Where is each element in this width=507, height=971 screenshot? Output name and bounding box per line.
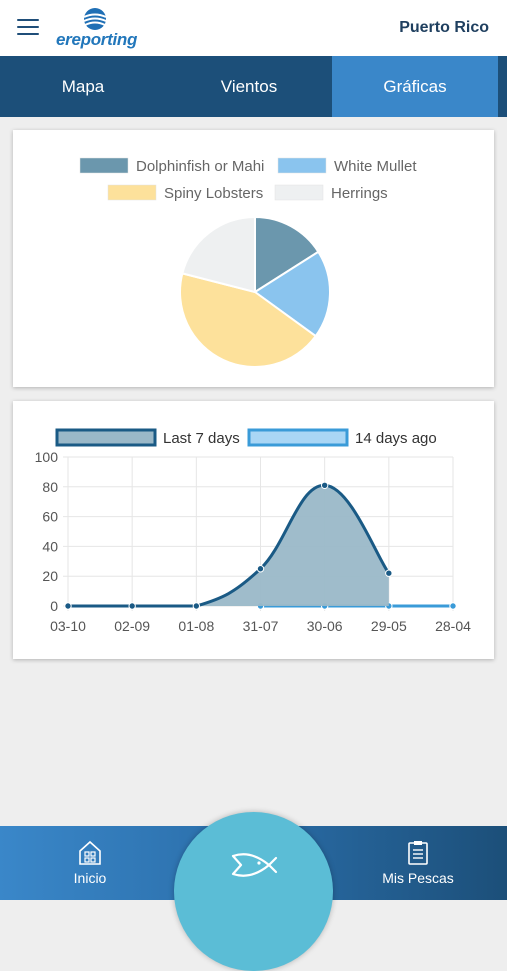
tab-vientos[interactable]: Vientos [220, 77, 278, 96]
legend-swatch-1 [277, 157, 327, 174]
nav-home[interactable]: Inicio [30, 826, 150, 900]
app-logo: ereporting [56, 6, 146, 52]
x-tick-label-6: 28-04 [435, 618, 471, 634]
pie-slice-1 [253, 250, 331, 338]
region-name: Puerto Rico [399, 19, 489, 36]
tab-mapa[interactable]: Mapa [61, 77, 105, 96]
y-tick-label-0: 0 [50, 598, 58, 614]
legend-swatch-2 [107, 184, 157, 201]
menu-icon[interactable] [12, 13, 44, 41]
series-1-point-3 [449, 602, 457, 610]
nav-my-catches-label: Mis Pescas [382, 870, 454, 886]
series-0-point-0 [64, 602, 72, 610]
pie-slice-0 [254, 215, 320, 294]
add-catch-fab[interactable] [174, 812, 333, 971]
series-area-0 [68, 485, 389, 606]
fish-icon [231, 853, 278, 877]
series-0-point-1 [128, 602, 136, 610]
catch-trend-chart: Last 7 days 14 days ago 0 20 40 60 80 100 03-10 0… [35, 428, 471, 634]
legend-label-3: Herrings [331, 185, 388, 202]
species-pie-card: Dolphinfish or Mahi White Mullet Spiny Lob… [13, 130, 494, 387]
legend-swatch-series-1 [247, 428, 349, 447]
y-tick-label-1: 20 [42, 568, 58, 584]
tab-bar-edge [498, 56, 507, 117]
tab-graficas[interactable]: Gráficas [332, 56, 498, 117]
globe-logo-icon [83, 8, 107, 30]
series-0-point-3 [256, 565, 265, 573]
legend-swatch-3 [274, 184, 324, 201]
series-0-point-2 [192, 602, 201, 610]
home-icon [79, 840, 101, 865]
pie-slice-2 [179, 272, 318, 368]
y-tick-label-4: 80 [42, 479, 58, 495]
app-header: ereporting Puerto Rico [0, 0, 507, 56]
x-tick-label-2: 01-08 [178, 618, 214, 634]
nav-my-catches[interactable]: Mis Pescas [358, 826, 478, 900]
series-0-point-4 [320, 481, 329, 490]
legend-label-series-0: Last 7 days [163, 430, 240, 447]
legend-label-1: White Mullet [334, 158, 417, 175]
legend-label-series-1: 14 days ago [355, 430, 437, 447]
tab-bar: Mapa Vientos Gráficas [0, 56, 507, 117]
species-pie-chart: Dolphinfish or Mahi White Mullet Spiny Lob… [79, 157, 417, 368]
legend-label-0: Dolphinfish or Mahi [136, 158, 264, 175]
logo-text: ereporting [56, 30, 138, 49]
x-tick-label-3: 31-07 [243, 618, 279, 634]
x-tick-label-4: 30-06 [307, 618, 343, 634]
clipboard-icon [408, 841, 428, 865]
legend-label-2: Spiny Lobsters [164, 185, 263, 202]
trend-chart-card: Last 7 days 14 days ago 0 20 40 60 80 100 03-10 0… [13, 401, 494, 659]
y-tick-label-3: 60 [42, 509, 58, 525]
y-tick-label-2: 40 [42, 538, 58, 554]
nav-home-label: Inicio [73, 870, 107, 886]
pie-slice-3 [181, 215, 256, 294]
x-tick-label-1: 02-09 [114, 618, 150, 634]
legend-swatch-series-0 [55, 428, 157, 447]
series-0-point-5 [385, 569, 393, 577]
x-tick-label-0: 03-10 [50, 618, 86, 634]
legend-swatch-0 [79, 157, 129, 174]
x-tick-label-5: 29-05 [371, 618, 407, 634]
y-tick-label-5: 100 [35, 449, 59, 465]
